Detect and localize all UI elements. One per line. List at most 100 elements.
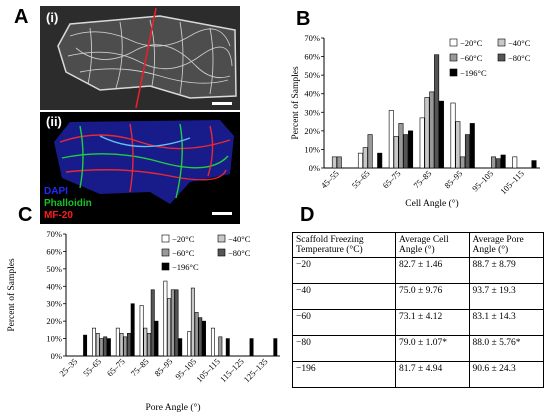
y-tick-label: 10%: [304, 144, 320, 154]
bar: [130, 303, 135, 357]
y-tick-label: 40%: [304, 89, 320, 99]
bar: [106, 338, 111, 357]
sub-label-ii: (ii): [46, 114, 62, 129]
table-cell: 90.6 ± 24.3: [468, 361, 544, 388]
bar: [469, 123, 475, 169]
legend-label: −20°C: [172, 234, 195, 244]
y-tick-label: 20%: [46, 316, 62, 326]
bar: [123, 336, 128, 357]
table-cell: 93.7 ± 19.3: [468, 283, 544, 310]
legend-swatch: [161, 234, 170, 243]
legend-swatch: [449, 53, 458, 62]
bar: [357, 152, 363, 169]
y-tick-label: 10%: [46, 334, 62, 344]
bar: [187, 331, 192, 357]
x-tick-label: 105–115: [194, 356, 222, 384]
bar: [154, 320, 159, 357]
bar: [99, 338, 104, 357]
table-header-cell: Scaffold Freezing Temperature (°C): [292, 232, 396, 258]
y-tick-label: 30%: [304, 107, 320, 117]
bar: [429, 91, 435, 169]
x-tick-label: 85–95: [442, 168, 464, 190]
y-tick-label: 50%: [46, 264, 62, 274]
bar: [202, 320, 206, 357]
x-tick-label: 65–75: [380, 168, 402, 190]
y-axis-label: Percent of Samples: [290, 66, 301, 140]
legend-swatch: [497, 38, 506, 47]
stain-label-phalloidin: Phalloidin: [44, 198, 92, 209]
y-axis-label: Percent of Samples: [6, 258, 17, 332]
table-row: −196 81.7 ± 4.94 90.6 ± 24.3: [292, 361, 544, 388]
y-tick-label: 30%: [46, 299, 62, 309]
legend-swatch: [217, 248, 226, 257]
y-tick-label: 60%: [46, 246, 62, 256]
bar: [147, 333, 151, 357]
bar: [249, 338, 254, 357]
bar: [143, 327, 148, 357]
y-tick-label: 20%: [304, 126, 320, 136]
bar: [95, 333, 100, 357]
y-tick-label: 0%: [51, 351, 62, 361]
bar: [103, 336, 108, 357]
sem-micrograph: (i): [40, 6, 240, 110]
bar: [512, 156, 518, 169]
bar: [491, 156, 497, 169]
legend-label: −40°C: [508, 38, 531, 48]
bar: [83, 334, 88, 357]
table-cell: 88.7 ± 8.79: [468, 257, 544, 284]
bar: [438, 100, 444, 169]
bar: [403, 134, 409, 169]
table-cell: −20: [292, 257, 396, 284]
table-cell: −196: [292, 361, 396, 388]
bar: [273, 338, 278, 357]
stain-label-dapi: DAPI: [44, 186, 68, 197]
sub-label-i: (i): [46, 10, 59, 25]
scale-bar-ii: [212, 212, 232, 215]
fluorescence-texture: [40, 112, 240, 224]
stain-label-mf20: MF-20: [44, 210, 73, 221]
table-cell: −40: [292, 283, 396, 310]
table-header-row: Scaffold Freezing Temperature (°C) Avera…: [292, 232, 544, 258]
table-row: −20 82.7 ± 1.46 88.7 ± 8.79: [292, 257, 544, 284]
bar: [178, 338, 183, 357]
bar: [500, 154, 506, 169]
bar: [336, 156, 342, 169]
legend-label: −20°C: [460, 38, 483, 48]
bar: [139, 305, 144, 357]
y-tick-label: 0%: [309, 163, 320, 173]
panel-label-b: B: [296, 8, 311, 30]
table-cell: 75.0 ± 9.76: [395, 283, 470, 310]
legend-label: −196°C: [172, 262, 199, 272]
x-tick-label: 55–65: [81, 356, 103, 378]
y-tick-label: 60%: [304, 52, 320, 62]
bar: [167, 298, 172, 357]
bar: [388, 110, 394, 169]
bar: [163, 280, 168, 357]
x-tick-label: 85–95: [152, 356, 174, 378]
table-cell: 83.1 ± 14.3: [468, 309, 544, 336]
legend-label: −60°C: [172, 248, 195, 258]
bar: [531, 160, 537, 169]
x-axis-label: Pore Angle (°): [146, 402, 201, 413]
y-tick-label: 40%: [46, 281, 62, 291]
legend-label: −80°C: [228, 248, 251, 258]
x-tick-label: 75–85: [411, 168, 433, 190]
panel-label-d: D: [300, 204, 315, 226]
panel-label-c: C: [18, 204, 33, 226]
bar: [127, 333, 131, 357]
bar: [367, 134, 373, 169]
bar: [225, 338, 230, 357]
legend-swatch: [161, 262, 170, 271]
bar: [174, 289, 179, 357]
bar: [218, 336, 223, 357]
sem-texture: [40, 6, 240, 110]
bar: [119, 333, 124, 357]
freezing-temperature-table: Scaffold Freezing Temperature (°C) Avera…: [292, 232, 544, 388]
legend-label: −60°C: [460, 53, 483, 63]
bar: [115, 327, 120, 357]
table-header-cell: Average Cell Angle (°): [395, 232, 470, 258]
x-tick-label: 125–135: [241, 356, 269, 384]
bar: [362, 147, 368, 169]
legend-swatch: [217, 234, 226, 243]
bar: [150, 289, 155, 357]
